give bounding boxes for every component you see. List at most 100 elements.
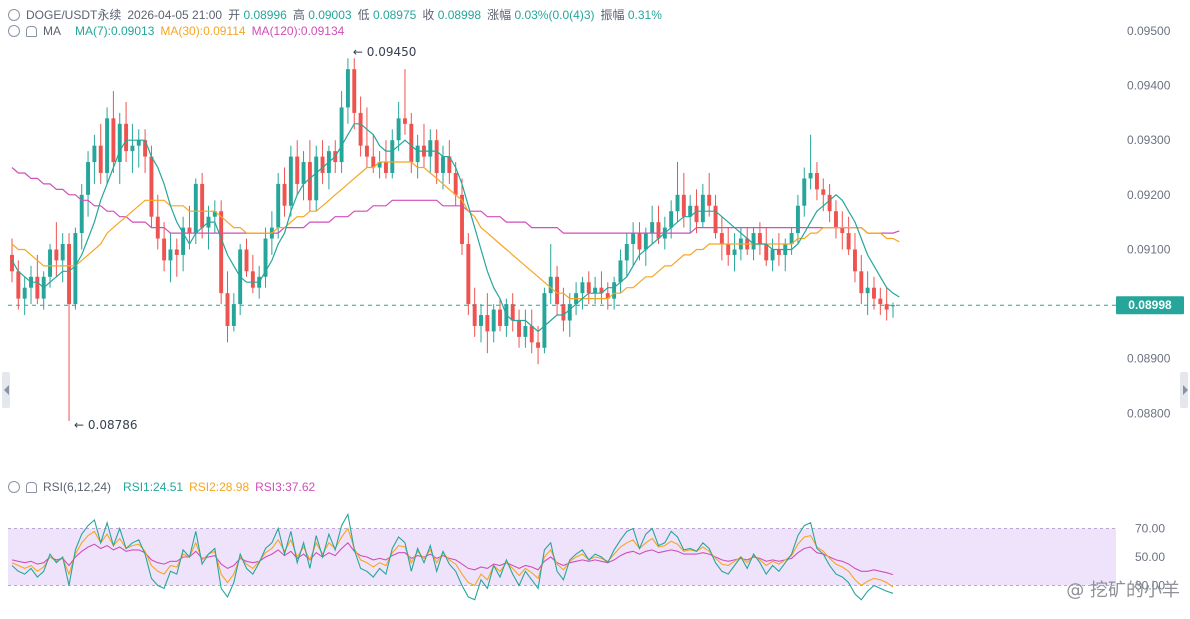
candle-body — [751, 233, 756, 250]
candle-body — [339, 107, 344, 163]
candle-body — [136, 140, 141, 146]
candle-body — [377, 162, 382, 168]
rsi-legend[interactable]: RSI(6,12,24) RSI1:24.51 RSI2:28.98 RSI3:… — [8, 480, 315, 494]
candle-body — [219, 211, 224, 294]
candle-body — [567, 304, 572, 321]
candle-body — [263, 238, 268, 277]
candle-body — [288, 156, 293, 206]
candle-body — [453, 172, 458, 195]
candle-body — [485, 315, 490, 332]
ohlc-header: DOGE/USDT永续 2026-04-05 21:00 开 0.08996 高… — [8, 6, 662, 23]
candle-body — [510, 304, 515, 321]
candle-body — [529, 325, 534, 343]
candle-body — [479, 315, 483, 326]
candle-body — [580, 282, 585, 294]
candle-body — [555, 276, 560, 305]
candle-body — [599, 287, 604, 294]
candle-body — [415, 145, 420, 163]
rsi-tick-label: 70.00 — [1135, 522, 1165, 536]
candle-body — [814, 172, 819, 190]
candle-body — [827, 194, 832, 212]
candle-body — [105, 118, 110, 173]
candle-body — [700, 194, 705, 223]
candle-body — [833, 211, 838, 228]
candle-body — [688, 205, 693, 217]
candle-body — [200, 183, 205, 228]
candle-body — [612, 282, 617, 299]
candle-body — [79, 194, 84, 234]
candle-body — [48, 249, 52, 277]
rsi2-legend: RSI2:28.98 — [189, 480, 250, 494]
scroll-right-handle[interactable] — [1180, 372, 1188, 408]
candle-body — [694, 205, 699, 223]
toggle-icon[interactable] — [8, 25, 20, 37]
extreme-price-annotation: ← 0.09450 — [353, 45, 417, 59]
candle-body — [726, 244, 731, 255]
candle-body — [561, 304, 566, 321]
ma7-legend: MA(7):0.09013 — [75, 24, 155, 38]
ma-legend[interactable]: MA MA(7):0.09013 MA(30):0.09114 MA(120):… — [8, 24, 344, 38]
bell-icon[interactable] — [26, 25, 37, 37]
candle-body — [650, 222, 655, 234]
candle-body — [713, 205, 718, 234]
close-label: 收 — [422, 8, 435, 22]
candle-body — [402, 118, 407, 124]
watermark-text: @ 挖矿的小羊 — [1066, 580, 1180, 601]
candle-body — [681, 194, 686, 217]
candle-body — [345, 69, 350, 108]
candle-body — [593, 287, 598, 294]
candle-body — [320, 156, 325, 173]
candle-body — [675, 194, 680, 212]
candle-body — [542, 293, 547, 348]
toggle-icon[interactable] — [8, 481, 20, 493]
candle-body — [637, 233, 642, 250]
candle-body — [732, 249, 737, 255]
candle-body — [73, 233, 78, 305]
candle-body — [853, 249, 857, 272]
candle-body — [358, 112, 363, 146]
candle-body — [86, 162, 91, 195]
symbol-label: DOGE/USDT永续 — [26, 8, 122, 22]
current-price-label: 0.08998 — [1128, 298, 1172, 312]
candle-body — [428, 140, 433, 157]
candle-body — [193, 183, 198, 234]
candle-body — [282, 183, 287, 206]
candle-body — [364, 145, 369, 157]
rsi-tick-label: 30.00 — [1135, 579, 1165, 593]
price-tick-label: 0.08900 — [1127, 352, 1171, 366]
candle-body — [821, 189, 826, 195]
candle-body — [371, 156, 376, 168]
bell-icon[interactable] — [26, 481, 37, 493]
price-tick-label: 0.09100 — [1127, 242, 1171, 256]
price-tick-label: 0.09400 — [1127, 79, 1171, 93]
candle-body — [231, 304, 236, 326]
candle-body — [802, 178, 807, 206]
candle-body — [181, 227, 186, 255]
datetime-label: 2026-04-05 21:00 — [127, 7, 223, 22]
rsi3-line — [11, 541, 894, 576]
low-label: 低 — [357, 8, 370, 22]
ma120-line — [11, 167, 900, 234]
candle-body — [307, 162, 312, 201]
candle-body — [472, 304, 477, 326]
candle-body — [517, 320, 522, 337]
candle-body — [795, 205, 800, 234]
candle-body — [212, 211, 217, 217]
candle-body — [498, 309, 503, 326]
candle-body — [770, 249, 775, 261]
high-label: 高 — [292, 8, 305, 22]
candle-body — [605, 293, 610, 299]
candle-body — [225, 293, 230, 326]
candle-body — [301, 162, 306, 184]
scroll-left-handle[interactable] — [2, 372, 10, 408]
rsi1-legend: RSI1:24.51 — [123, 480, 184, 494]
candle-body — [865, 287, 870, 294]
price-tick-label: 0.08800 — [1127, 406, 1171, 420]
high-value: 0.09003 — [308, 8, 352, 22]
candle-body — [67, 244, 72, 305]
ma7-line — [11, 123, 900, 333]
candle-body — [434, 140, 439, 173]
candle-body — [124, 123, 129, 152]
candle-body — [111, 118, 116, 163]
